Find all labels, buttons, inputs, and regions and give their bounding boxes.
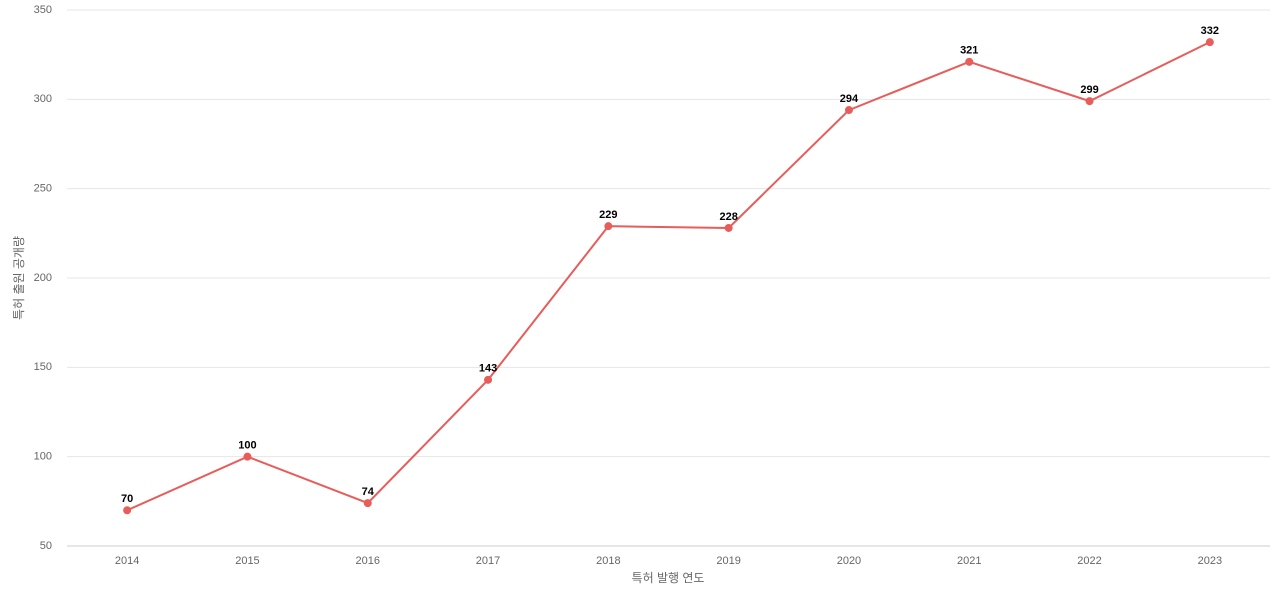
point — [1085, 97, 1094, 106]
x-tick-label: 2019 — [716, 555, 740, 567]
x-tick-label: 2022 — [1077, 555, 1101, 567]
point — [604, 222, 613, 231]
point — [1205, 38, 1214, 47]
data-label: 100 — [238, 440, 256, 452]
point — [363, 499, 372, 508]
data-label: 294 — [840, 93, 859, 105]
x-tick-label: 2023 — [1198, 555, 1222, 567]
y-tick-label: 300 — [34, 93, 52, 105]
x-tick-label: 2016 — [356, 555, 380, 567]
x-tick-label: 2014 — [115, 555, 139, 567]
point — [965, 57, 974, 66]
x-tick-label: 2020 — [837, 555, 861, 567]
y-axis-title: 특허 출원 공개량 — [12, 236, 26, 320]
x-axis-title: 특허 발행 연도 — [632, 570, 705, 585]
point — [243, 452, 252, 461]
y-tick-label: 250 — [34, 183, 52, 195]
point — [484, 375, 493, 384]
point — [724, 223, 733, 232]
data-label: 321 — [960, 45, 978, 57]
y-tick-label: 150 — [34, 361, 52, 373]
x-tick-label: 2017 — [476, 555, 500, 567]
x-tick-label: 2021 — [957, 555, 981, 567]
data-label: 143 — [479, 363, 497, 375]
line — [126, 41, 1211, 512]
point — [844, 106, 853, 115]
data-label: 228 — [719, 211, 737, 223]
y-tick-label: 50 — [40, 540, 52, 552]
x-tick-label: 2015 — [235, 555, 259, 567]
data-label: 74 — [362, 486, 375, 498]
data-label: 229 — [599, 209, 617, 221]
y-tick-label: 100 — [34, 451, 52, 463]
point — [123, 506, 132, 515]
data-label: 332 — [1201, 25, 1219, 37]
data-label: 299 — [1080, 84, 1098, 96]
x-tick-label: 2018 — [596, 555, 620, 567]
y-tick-label: 200 — [34, 272, 52, 284]
data-label: 70 — [121, 493, 133, 505]
y-tick-label: 350 — [34, 4, 52, 16]
